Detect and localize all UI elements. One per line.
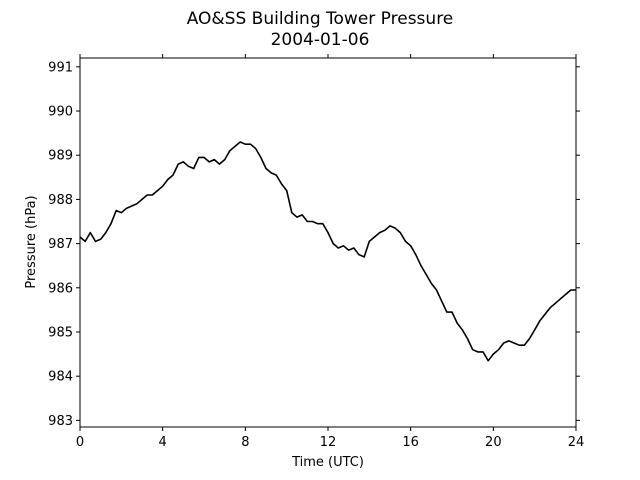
y-tick-label: 987 (48, 237, 73, 252)
y-tick-label: 989 (48, 149, 73, 164)
x-tick-label: 8 (241, 435, 249, 450)
plot-frame (79, 57, 577, 428)
y-tick-label: 985 (48, 325, 73, 340)
y-tick-label: 990 (48, 105, 73, 120)
y-tick-label: 988 (48, 193, 73, 208)
y-tick-label: 991 (48, 60, 73, 75)
x-tick-label: 4 (159, 435, 167, 450)
x-tick-label: 24 (568, 435, 585, 450)
x-tick-label: 12 (320, 435, 337, 450)
chart-title: AO&SS Building Tower Pressure (187, 9, 454, 29)
series-line-pressure (79, 141, 576, 362)
y-tick-label: 986 (48, 281, 73, 296)
y-tick-label: 983 (48, 414, 73, 429)
x-axis-label: Time (UTC) (291, 455, 364, 470)
chart-subtitle: 2004-01-06 (271, 30, 370, 50)
y-axis-label: Pressure (hPa) (24, 195, 39, 288)
x-tick-label: 20 (485, 435, 502, 450)
y-tick-label: 984 (48, 370, 73, 385)
axis-ticks: 0 4 8 12 16 20 24 983 984 985 986 987 988 989 990 991 (48, 54, 584, 450)
x-tick-label: 0 (76, 435, 84, 450)
x-tick-label: 16 (402, 435, 419, 450)
